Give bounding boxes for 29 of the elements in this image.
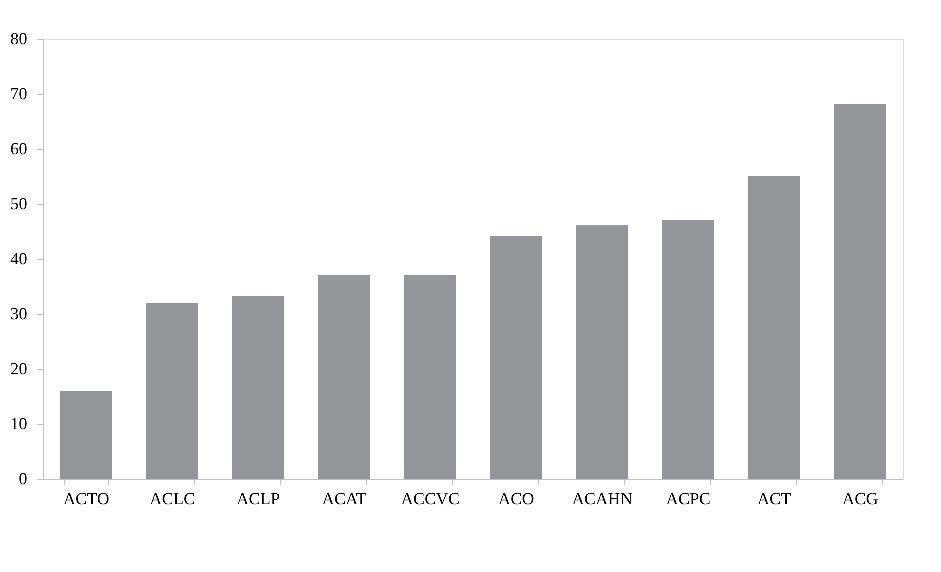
bar	[404, 274, 456, 479]
bar	[232, 296, 284, 479]
x-tick-label: ACAHN	[572, 490, 633, 508]
bar	[146, 303, 198, 479]
x-tick-label: ACLP	[236, 490, 280, 508]
bar	[576, 225, 628, 479]
x-tick-label: ACPC	[666, 490, 711, 508]
y-tick-label: 10	[10, 414, 28, 434]
x-tick-label: ACTO	[64, 490, 110, 508]
x-tick-label: ACCVC	[401, 490, 460, 508]
bar	[490, 236, 542, 479]
y-tick-label: 80	[10, 30, 28, 48]
y-tick-label: 20	[10, 360, 28, 378]
x-tick-label: ACT	[758, 490, 792, 508]
bar	[834, 104, 886, 479]
bar	[748, 176, 800, 479]
y-tick-label: 70	[10, 84, 28, 104]
y-tick-label: 30	[10, 304, 28, 324]
x-tick-label: ACLC	[150, 490, 196, 508]
bar	[60, 391, 112, 479]
y-tick-label: 0	[19, 470, 28, 488]
y-tick-label: 50	[10, 194, 28, 214]
bar	[318, 274, 370, 479]
x-tick-label: ACAT	[322, 490, 368, 508]
y-tick-label: 60	[10, 140, 28, 158]
bar	[662, 220, 714, 479]
y-tick-label: 40	[10, 250, 28, 268]
x-tick-label: ACG	[842, 490, 878, 508]
x-tick-label: ACO	[498, 490, 534, 508]
